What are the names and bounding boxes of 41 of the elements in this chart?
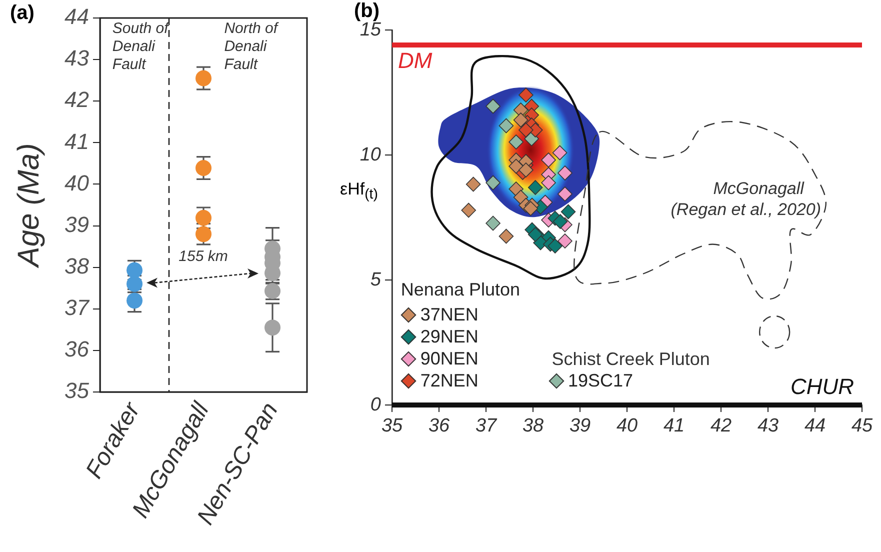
- chart-title: (a): [10, 2, 34, 25]
- y-tick-label: 43: [64, 46, 90, 71]
- annotation: North of Denali Fault: [224, 20, 280, 74]
- y-tick-label: 0: [370, 394, 382, 416]
- legend-label: 37NEN: [420, 304, 478, 326]
- x-tick-label: 40: [616, 416, 638, 437]
- x-tick-label: 38: [522, 416, 544, 437]
- legend-label: 29NEN: [420, 326, 478, 348]
- y-tick-label: 42: [64, 87, 89, 112]
- chart-title: (b): [354, 0, 380, 22]
- y-tick-label: 40: [64, 170, 90, 196]
- legend-label: 90NEN: [420, 348, 478, 370]
- legend-label: 72NEN: [420, 370, 478, 392]
- x-tick-label: 39: [569, 416, 591, 437]
- y-tick-label: 35: [64, 378, 90, 404]
- y-tick-label: 5: [370, 269, 382, 290]
- y-tick-label: 36: [64, 336, 90, 362]
- ref-line-label: CHUR: [790, 374, 854, 400]
- x-tick-label: 43: [757, 416, 779, 437]
- annotation: Schist Creek Pluton: [552, 348, 710, 370]
- y-tick-label: 39: [64, 212, 89, 237]
- x-tick-label: 42: [710, 416, 732, 437]
- x-tick-label: 41: [663, 416, 685, 437]
- y-tick-label: 37: [64, 295, 90, 320]
- y-tick-label: 10: [360, 144, 382, 166]
- y-tick-label: 38: [64, 253, 90, 278]
- x-tick-label: 37: [475, 416, 498, 437]
- annotation: McGonagall: [713, 179, 804, 200]
- ref-line-label: DM: [398, 48, 433, 74]
- legend-label: 19SC17: [568, 370, 634, 392]
- y-axis-title: εHf$_{(t)}$: [340, 180, 378, 203]
- y-axis-title: Age (Ma): [12, 143, 46, 269]
- annotation: South of Denali Fault: [112, 20, 170, 74]
- y-tick-label: 44: [64, 4, 89, 30]
- x-tick-label: 45: [851, 416, 873, 437]
- annotation: 155 km: [178, 248, 228, 266]
- annotation: (Regan et al., 2020): [670, 200, 822, 220]
- x-tick-label: 36: [428, 416, 450, 437]
- y-tick-label: 41: [64, 128, 89, 154]
- legend-title: Nenana Pluton: [400, 280, 520, 301]
- x-tick-label: 44: [804, 416, 826, 437]
